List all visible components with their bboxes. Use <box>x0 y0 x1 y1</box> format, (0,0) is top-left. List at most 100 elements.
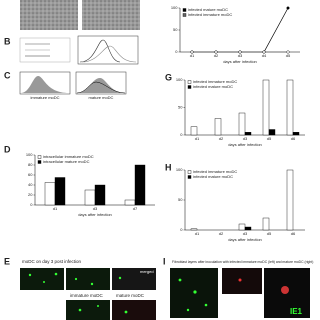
histogram-b <box>19 35 139 65</box>
bar <box>268 129 276 136</box>
point <box>262 50 266 54</box>
micrograph <box>82 0 140 30</box>
bar <box>190 126 198 136</box>
y-tick-label: 0 <box>30 202 33 207</box>
y-tick-label: 0 <box>180 227 183 232</box>
e-label: mature moDC <box>116 293 145 298</box>
bar <box>244 132 252 136</box>
cell-dots <box>28 272 128 314</box>
bar <box>44 182 56 206</box>
y-tick-label: 40 <box>28 182 33 187</box>
histogram-c <box>19 71 127 95</box>
y-tick-label: 50 <box>173 27 178 32</box>
bar <box>94 184 106 206</box>
bar <box>262 217 270 231</box>
point <box>286 6 290 10</box>
legend-label: infected mature moDC <box>193 174 233 179</box>
i-marker: IE1 <box>290 307 303 316</box>
legend-swatch <box>187 175 192 179</box>
panel-label: D <box>4 144 11 154</box>
legend-label: infected immature moDC <box>193 79 237 84</box>
legend-label: infected immature moDC <box>188 12 232 17</box>
panel-label: E <box>4 256 10 266</box>
x-tick-label: d3 <box>243 231 248 236</box>
fluorescence-image <box>112 300 156 320</box>
legend-label: infected mature moDC <box>193 84 233 89</box>
x-tick-label: d5 <box>267 136 272 141</box>
y-tick-label: 80 <box>28 162 33 167</box>
legend-swatch <box>37 155 42 159</box>
x-tick-label: d2 <box>219 231 224 236</box>
x-tick-label: d1 <box>195 231 200 236</box>
e-merged: merged <box>140 269 154 274</box>
fluorescence-image <box>112 268 156 290</box>
panel-label: H <box>165 162 172 172</box>
x-tick-label: d6 <box>291 136 296 141</box>
x-axis-label: days after infection <box>223 59 257 64</box>
e-label: immature moDC <box>70 293 104 298</box>
bar <box>286 169 294 231</box>
point <box>214 50 218 54</box>
panel-label: G <box>165 72 172 82</box>
x-tick-label: d5 <box>267 231 272 236</box>
bar <box>124 199 136 206</box>
x-tick-label: d4 <box>262 53 267 58</box>
micrograph <box>20 0 78 30</box>
bar <box>244 226 252 231</box>
x-tick-label: d3 <box>243 136 248 141</box>
fluorescence-image <box>20 268 64 290</box>
legend-swatch <box>182 13 187 17</box>
panel-label: I <box>163 256 166 266</box>
x-axis-label: days after infection <box>228 237 262 242</box>
bar <box>54 177 66 206</box>
bar <box>286 79 294 136</box>
y-tick-label: 100 <box>26 152 33 157</box>
legend-swatch <box>187 85 192 89</box>
bar <box>238 223 246 231</box>
x-tick-label: d7 <box>133 206 138 211</box>
legend-label: infected immature moDC <box>193 169 237 174</box>
point <box>286 50 290 54</box>
x-tick-label: d1 <box>190 53 195 58</box>
y-tick-label: 20 <box>28 192 33 197</box>
legend-label: intracellular mature moDC <box>43 159 90 164</box>
x-tick-label: d3 <box>238 53 243 58</box>
bar <box>262 79 270 136</box>
y-tick-label: 100 <box>176 77 183 82</box>
y-tick-label: 0 <box>175 49 178 54</box>
y-tick-label: 60 <box>28 172 33 177</box>
y-tick-label: 50 <box>178 197 183 202</box>
point <box>190 50 194 54</box>
bar <box>134 164 146 206</box>
i-title: Fibroblast layers after inoculation with… <box>172 260 313 264</box>
x-tick-label: d3 <box>93 206 98 211</box>
x-tick-label: d2 <box>219 136 224 141</box>
fluorescence-image <box>222 268 262 294</box>
fluorescence-image <box>66 300 110 320</box>
y-tick-label: 100 <box>171 5 178 10</box>
legend-label: intracellular immature moDC <box>43 154 94 159</box>
bar <box>84 189 96 206</box>
legend-label: infected mature moDC <box>188 7 228 12</box>
fluorescence-image <box>66 268 110 290</box>
legend-swatch <box>187 80 192 84</box>
x-axis-label: days after infection <box>78 212 112 217</box>
x-tick-label: d1 <box>195 136 200 141</box>
panel-label: B <box>4 36 11 46</box>
x-tick-label: d1 <box>53 206 58 211</box>
bar <box>238 112 246 136</box>
y-tick-label: 50 <box>178 105 183 110</box>
bar <box>214 118 222 136</box>
cell-dots <box>178 278 289 312</box>
legend-swatch <box>187 170 192 174</box>
y-tick-label: 100 <box>176 167 183 172</box>
x-axis-label: days after infection <box>228 142 262 147</box>
x-tick-label: d2 <box>214 53 219 58</box>
c-label: mature moDC <box>89 95 114 100</box>
panel-label: C <box>4 70 11 80</box>
bar <box>190 228 198 231</box>
legend-swatch <box>37 160 42 164</box>
bar <box>292 132 300 136</box>
x-tick-label: d5 <box>286 53 291 58</box>
